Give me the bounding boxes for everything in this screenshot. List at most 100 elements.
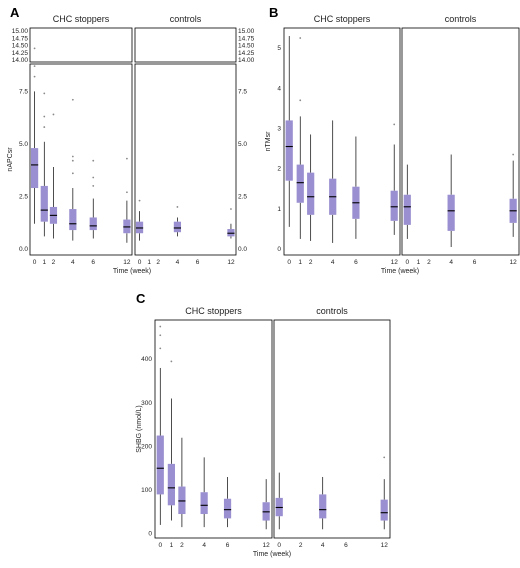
x-tick-label-B: 2 [309,259,313,266]
B-0-w0-box [285,120,293,181]
x-tick-label-A: 6 [91,259,95,266]
x-tick-label-B: 6 [354,259,358,266]
y-tick-label-A-left: 14.75 [12,35,29,42]
C-0-w0-box [156,435,164,495]
A-outlier-point [176,206,179,208]
y-tick-label-A-right: 14.50 [238,43,255,50]
A-outlier-point [52,113,55,116]
panel-frame-B-0 [283,27,401,256]
y-tick-label-B: 4 [277,85,281,92]
A-outlier-point [43,115,46,118]
facet-label-A-1: controls [170,14,202,24]
x-tick-label-A: 4 [176,259,180,266]
B-0-w1-box [296,164,304,203]
A-0-w0-box [30,148,39,189]
A-0-w1-box [40,185,48,222]
x-tick-label-A: 0 [33,259,37,266]
C-1-w12-box [380,499,388,521]
panel-frame-upper-A-0 [29,27,133,63]
A-outlier-point [33,65,36,68]
B-1-w0-box [403,194,411,225]
x-tick-label-A: 2 [156,259,160,266]
y-tick-label-A-right: 2.5 [238,193,247,200]
C-1-w4-box [319,494,327,519]
A-outlier-point [71,98,74,101]
x-tick-label-A: 12 [227,259,235,266]
C-0-w4-box [200,492,208,515]
C-outlier-point [170,360,173,363]
facet-label-C-0: CHC stoppers [185,306,242,316]
A-0-w6-box [89,217,97,231]
y-axis-label-B: nTMsr [265,131,272,152]
y-tick-label-A-left: 15.00 [12,28,29,35]
y-tick-label-B: 3 [277,125,281,132]
C-0-w1-box [167,463,175,506]
x-tick-label-B: 12 [510,259,518,266]
A-outlier-point [71,155,74,158]
y-tick-label-B: 1 [277,206,281,213]
y-tick-label-A-left: 5.0 [19,141,28,148]
y-tick-label-C: 300 [141,400,152,407]
y-tick-label-A-right: 14.75 [238,35,255,42]
y-tick-label-A-right: 14.25 [238,50,255,57]
B-outlier-point [512,153,515,156]
C-outlier-point [159,334,162,337]
x-tick-label-C: 6 [344,542,348,549]
x-tick-label-C: 4 [202,542,206,549]
A-outlier-point [230,208,232,210]
x-tick-label-C: 0 [277,542,281,549]
x-tick-label-A: 1 [42,259,46,266]
A-0-w4-box [69,209,77,231]
y-tick-label-A-left: 14.50 [12,43,29,50]
panel-letter-A: A [10,5,20,20]
A-outlier-point [43,126,46,128]
x-axis-label-A: Time (week) [113,268,151,275]
B-0-w12-box [390,190,398,221]
A-outlier-point [138,199,141,202]
x-tick-label-B: 4 [331,259,335,266]
C-outlier-point [383,456,386,459]
x-tick-label-C: 6 [226,542,230,549]
B-0-w2-box [307,172,315,215]
x-tick-label-A: 2 [52,259,56,266]
x-tick-label-B: 4 [449,259,453,266]
panel-frame-upper-A-1 [134,27,237,63]
y-axis-label-C: SHBG (nmol/L) [136,405,143,452]
x-tick-label-A: 4 [71,259,75,266]
y-tick-label-A-left: 0.0 [19,246,28,253]
A-outlier-point [71,172,74,175]
panel-frame-lower-A-1 [134,63,237,256]
y-tick-label-B: 0 [277,246,281,253]
x-tick-label-C: 2 [299,542,303,549]
panel-frame-B-1 [401,27,520,256]
B-1-w4-box [447,194,455,231]
panel-frame-C-1 [273,319,391,539]
panel-letter-B: B [269,5,278,20]
y-tick-label-B: 5 [277,45,281,52]
y-tick-label-A-right: 15.00 [238,28,255,35]
x-tick-label-B: 6 [473,259,477,266]
y-tick-label-A-right: 14.00 [238,57,255,64]
x-tick-label-B: 0 [287,259,291,266]
facet-label-B-1: controls [445,14,477,24]
x-tick-label-B: 2 [427,259,431,266]
A-outlier-point [92,176,95,179]
y-axis-label-A: nAPCsr [7,147,14,172]
B-outlier-point [393,123,396,126]
panel-letter-C: C [136,291,146,306]
y-tick-label-C: 200 [141,443,152,450]
y-tick-label-B: 2 [277,166,281,173]
x-axis-label-B: Time (week) [381,268,419,275]
y-tick-label-A-right: 7.5 [238,88,247,95]
C-outlier-point [159,347,162,350]
x-tick-label-C: 2 [180,542,184,549]
x-axis-label-C: Time (week) [253,551,291,558]
x-tick-label-B: 1 [417,259,421,266]
facet-label-C-1: controls [316,306,348,316]
B-outlier-point [299,37,302,39]
A-1-w4-box [173,221,182,233]
y-tick-label-C: 400 [141,356,152,363]
y-tick-label-C: 100 [141,487,152,494]
A-outlier-point [92,185,95,187]
